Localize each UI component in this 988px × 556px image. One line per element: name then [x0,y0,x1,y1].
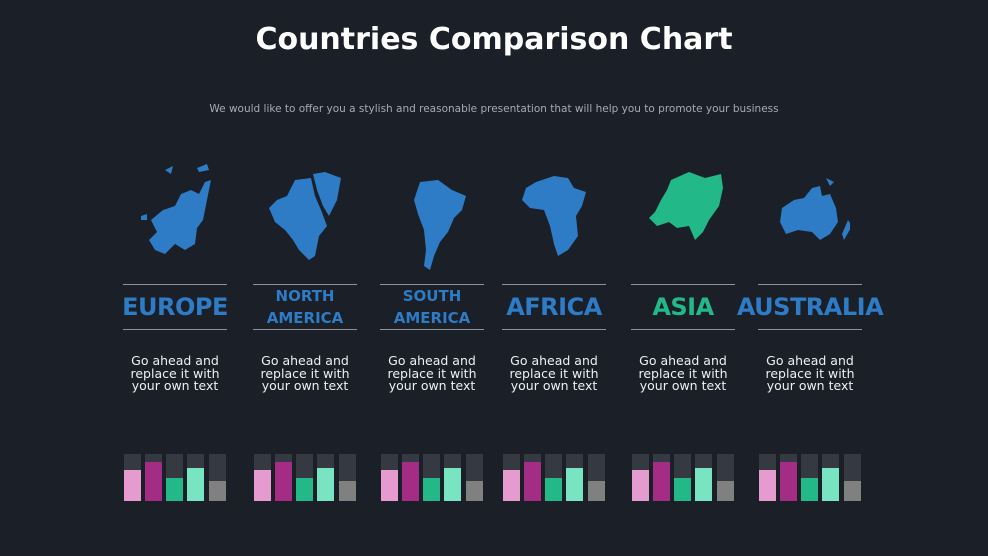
page-subtitle: We would like to offer you a stylish and… [209,103,779,115]
bar [632,470,649,501]
region-description: Go ahead and replace it with your own te… [130,353,220,393]
region-name: ASIA [631,284,735,330]
region-description: Go ahead and replace it with your own te… [509,353,599,393]
bar [545,478,562,501]
bar [844,480,861,501]
bar [381,470,398,501]
region-card: ASIA Go ahead and replace it with your o… [631,160,735,501]
region-name: NORTH AMERICA [253,284,357,330]
bar [124,470,141,501]
asia-map-icon [649,172,723,240]
region-card: SOUTH AMERICA Go ahead and replace it wi… [380,160,484,501]
region-description: Go ahead and replace it with your own te… [387,353,477,393]
australia-map-icon [780,178,850,240]
mini-bar-chart [123,454,227,501]
bar [466,480,483,501]
africa-map-icon [522,176,586,256]
bar [254,470,271,501]
region-description: Go ahead and replace it with your own te… [765,353,855,393]
region-name: EUROPE [122,284,228,330]
region-description: Go ahead and replace it with your own te… [638,353,728,393]
region-name: SOUTH AMERICA [380,284,484,330]
region-name: AUSTRALIA [737,284,884,330]
bar [674,478,691,501]
bar [524,461,541,501]
region-description: Go ahead and replace it with your own te… [260,353,350,393]
north-america-map-icon [269,172,341,260]
region-card: EUROPE Go ahead and replace it with your… [122,160,228,501]
region-card: AUSTRALIA Go ahead and replace it with y… [737,160,884,501]
bar [780,461,797,501]
bar [588,480,605,501]
page-title: Countries Comparison Chart [255,22,733,57]
bar [339,480,356,501]
mini-bar-chart [253,454,357,501]
bar [296,478,313,501]
bar [275,461,292,501]
bar [209,480,226,501]
bar [801,478,818,501]
bar [822,467,839,501]
region-card: AFRICA Go ahead and replace it with your… [502,160,606,501]
region-name: AFRICA [502,284,606,330]
mini-bar-chart [631,454,735,501]
bar [444,467,461,501]
mini-bar-chart [502,454,606,501]
bar [166,478,183,501]
bar [653,461,670,501]
europe-map-icon [141,164,211,254]
bar [187,467,204,501]
mini-bar-chart [758,454,862,501]
bar [717,480,734,501]
south-america-map-icon [414,180,466,270]
region-card: NORTH AMERICA Go ahead and replace it wi… [253,160,357,501]
bar [145,461,162,501]
mini-bar-chart [380,454,484,501]
bar [317,467,334,501]
bar [402,461,419,501]
bar [566,467,583,501]
bar [423,478,440,501]
bar [759,470,776,501]
bar [503,470,520,501]
bar [695,467,712,501]
